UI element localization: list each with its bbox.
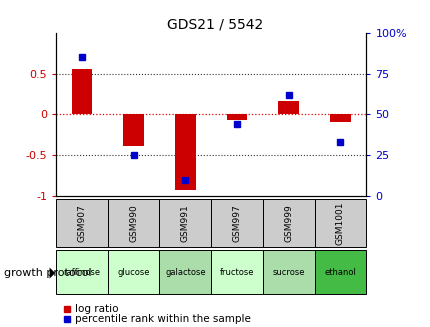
Text: galactose: galactose [165,268,205,277]
Text: GDS21 / 5542: GDS21 / 5542 [167,18,263,32]
Text: sucrose: sucrose [272,268,304,277]
Bar [56,199,108,247]
Bar [278,100,298,114]
Bar [226,114,247,120]
Text: GSM999: GSM999 [284,204,292,242]
Bar [211,199,262,247]
Bar [211,250,262,294]
Bar [262,250,314,294]
Text: GSM1001: GSM1001 [335,201,344,245]
Text: raffinose: raffinose [63,268,100,277]
Bar [56,250,108,294]
Bar [71,69,92,114]
Bar [159,199,211,247]
Polygon shape [49,267,55,279]
Text: log ratio: log ratio [75,304,119,314]
Bar [175,114,195,190]
Text: fructose: fructose [219,268,254,277]
Bar [262,199,314,247]
Text: growth protocol: growth protocol [4,268,92,278]
Bar [123,114,144,146]
Text: GSM907: GSM907 [77,204,86,242]
Text: GSM997: GSM997 [232,204,241,242]
Text: GSM991: GSM991 [181,204,189,242]
Bar [108,250,159,294]
Bar [108,199,159,247]
Bar [159,250,211,294]
Bar [329,114,350,122]
Text: GSM990: GSM990 [129,204,138,242]
Text: ethanol: ethanol [324,268,356,277]
Bar [314,250,366,294]
Bar [314,199,366,247]
Text: percentile rank within the sample: percentile rank within the sample [75,314,251,324]
Text: glucose: glucose [117,268,150,277]
